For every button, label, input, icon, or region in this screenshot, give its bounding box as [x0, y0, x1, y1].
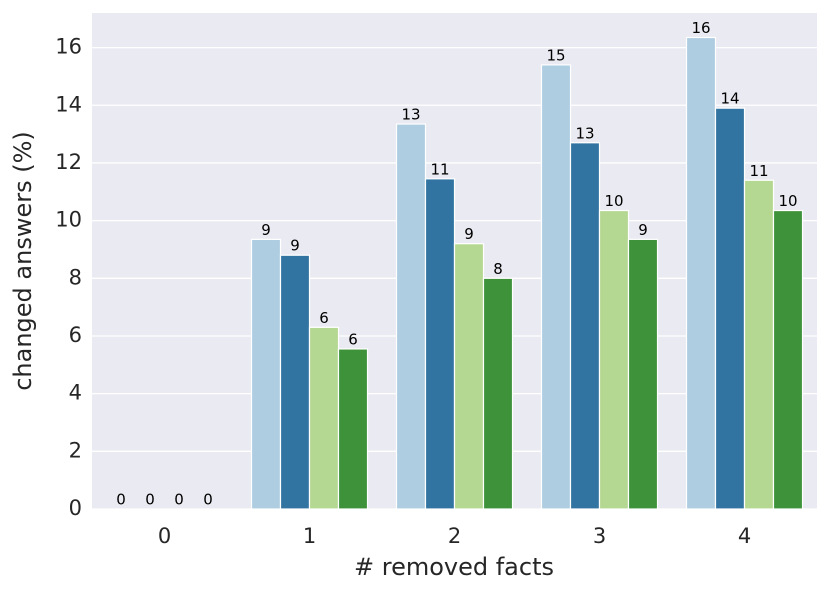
value-label: 10 — [778, 192, 797, 210]
value-label: 10 — [604, 192, 623, 210]
x-tick-label: 0 — [158, 524, 171, 548]
y-axis-label: changed answers (%) — [9, 131, 37, 391]
value-label: 11 — [430, 160, 449, 178]
value-label: 9 — [261, 221, 271, 239]
value-label: 0 — [145, 491, 155, 509]
y-tick-label: 16 — [55, 35, 82, 59]
value-label: 8 — [493, 260, 503, 278]
x-tick-label: 1 — [303, 524, 316, 548]
value-label: 9 — [290, 237, 300, 255]
x-tick-label: 2 — [448, 524, 461, 548]
bar — [424, 178, 456, 510]
value-label: 16 — [691, 19, 710, 37]
y-tick-label: 6 — [69, 323, 82, 347]
value-label: 6 — [348, 330, 358, 348]
bar — [250, 238, 282, 510]
bar — [627, 238, 659, 510]
value-label: 0 — [174, 491, 184, 509]
y-tick-label: 4 — [69, 381, 82, 405]
y-tick-label: 2 — [69, 438, 82, 462]
y-tick-label: 10 — [55, 208, 82, 232]
bar — [743, 179, 775, 510]
value-label: 0 — [116, 491, 126, 509]
bar — [569, 142, 601, 510]
value-label: 9 — [464, 225, 474, 243]
y-tick-label: 8 — [69, 265, 82, 289]
bar — [395, 123, 427, 510]
bar — [337, 348, 369, 510]
bar — [279, 254, 311, 510]
value-label: 13 — [575, 124, 594, 142]
bar — [598, 209, 630, 510]
x-axis-label: # removed facts — [354, 553, 554, 581]
value-label: 9 — [638, 221, 648, 239]
bar — [482, 277, 514, 510]
x-tick-label: 4 — [738, 524, 751, 548]
x-tick-label: 3 — [593, 524, 606, 548]
y-tick-label: 14 — [55, 92, 82, 116]
value-label: 6 — [319, 309, 329, 327]
value-label: 15 — [546, 46, 565, 64]
value-label: 13 — [401, 106, 420, 124]
bar — [772, 209, 804, 510]
value-label: 14 — [720, 90, 739, 108]
value-label: 11 — [749, 162, 768, 180]
value-label: 0 — [203, 491, 213, 509]
y-tick-label: 0 — [69, 496, 82, 520]
bar — [714, 107, 746, 510]
bar — [308, 326, 340, 510]
bar — [540, 64, 572, 510]
bar — [685, 36, 717, 510]
y-tick-label: 12 — [55, 150, 82, 174]
bar — [453, 243, 485, 510]
